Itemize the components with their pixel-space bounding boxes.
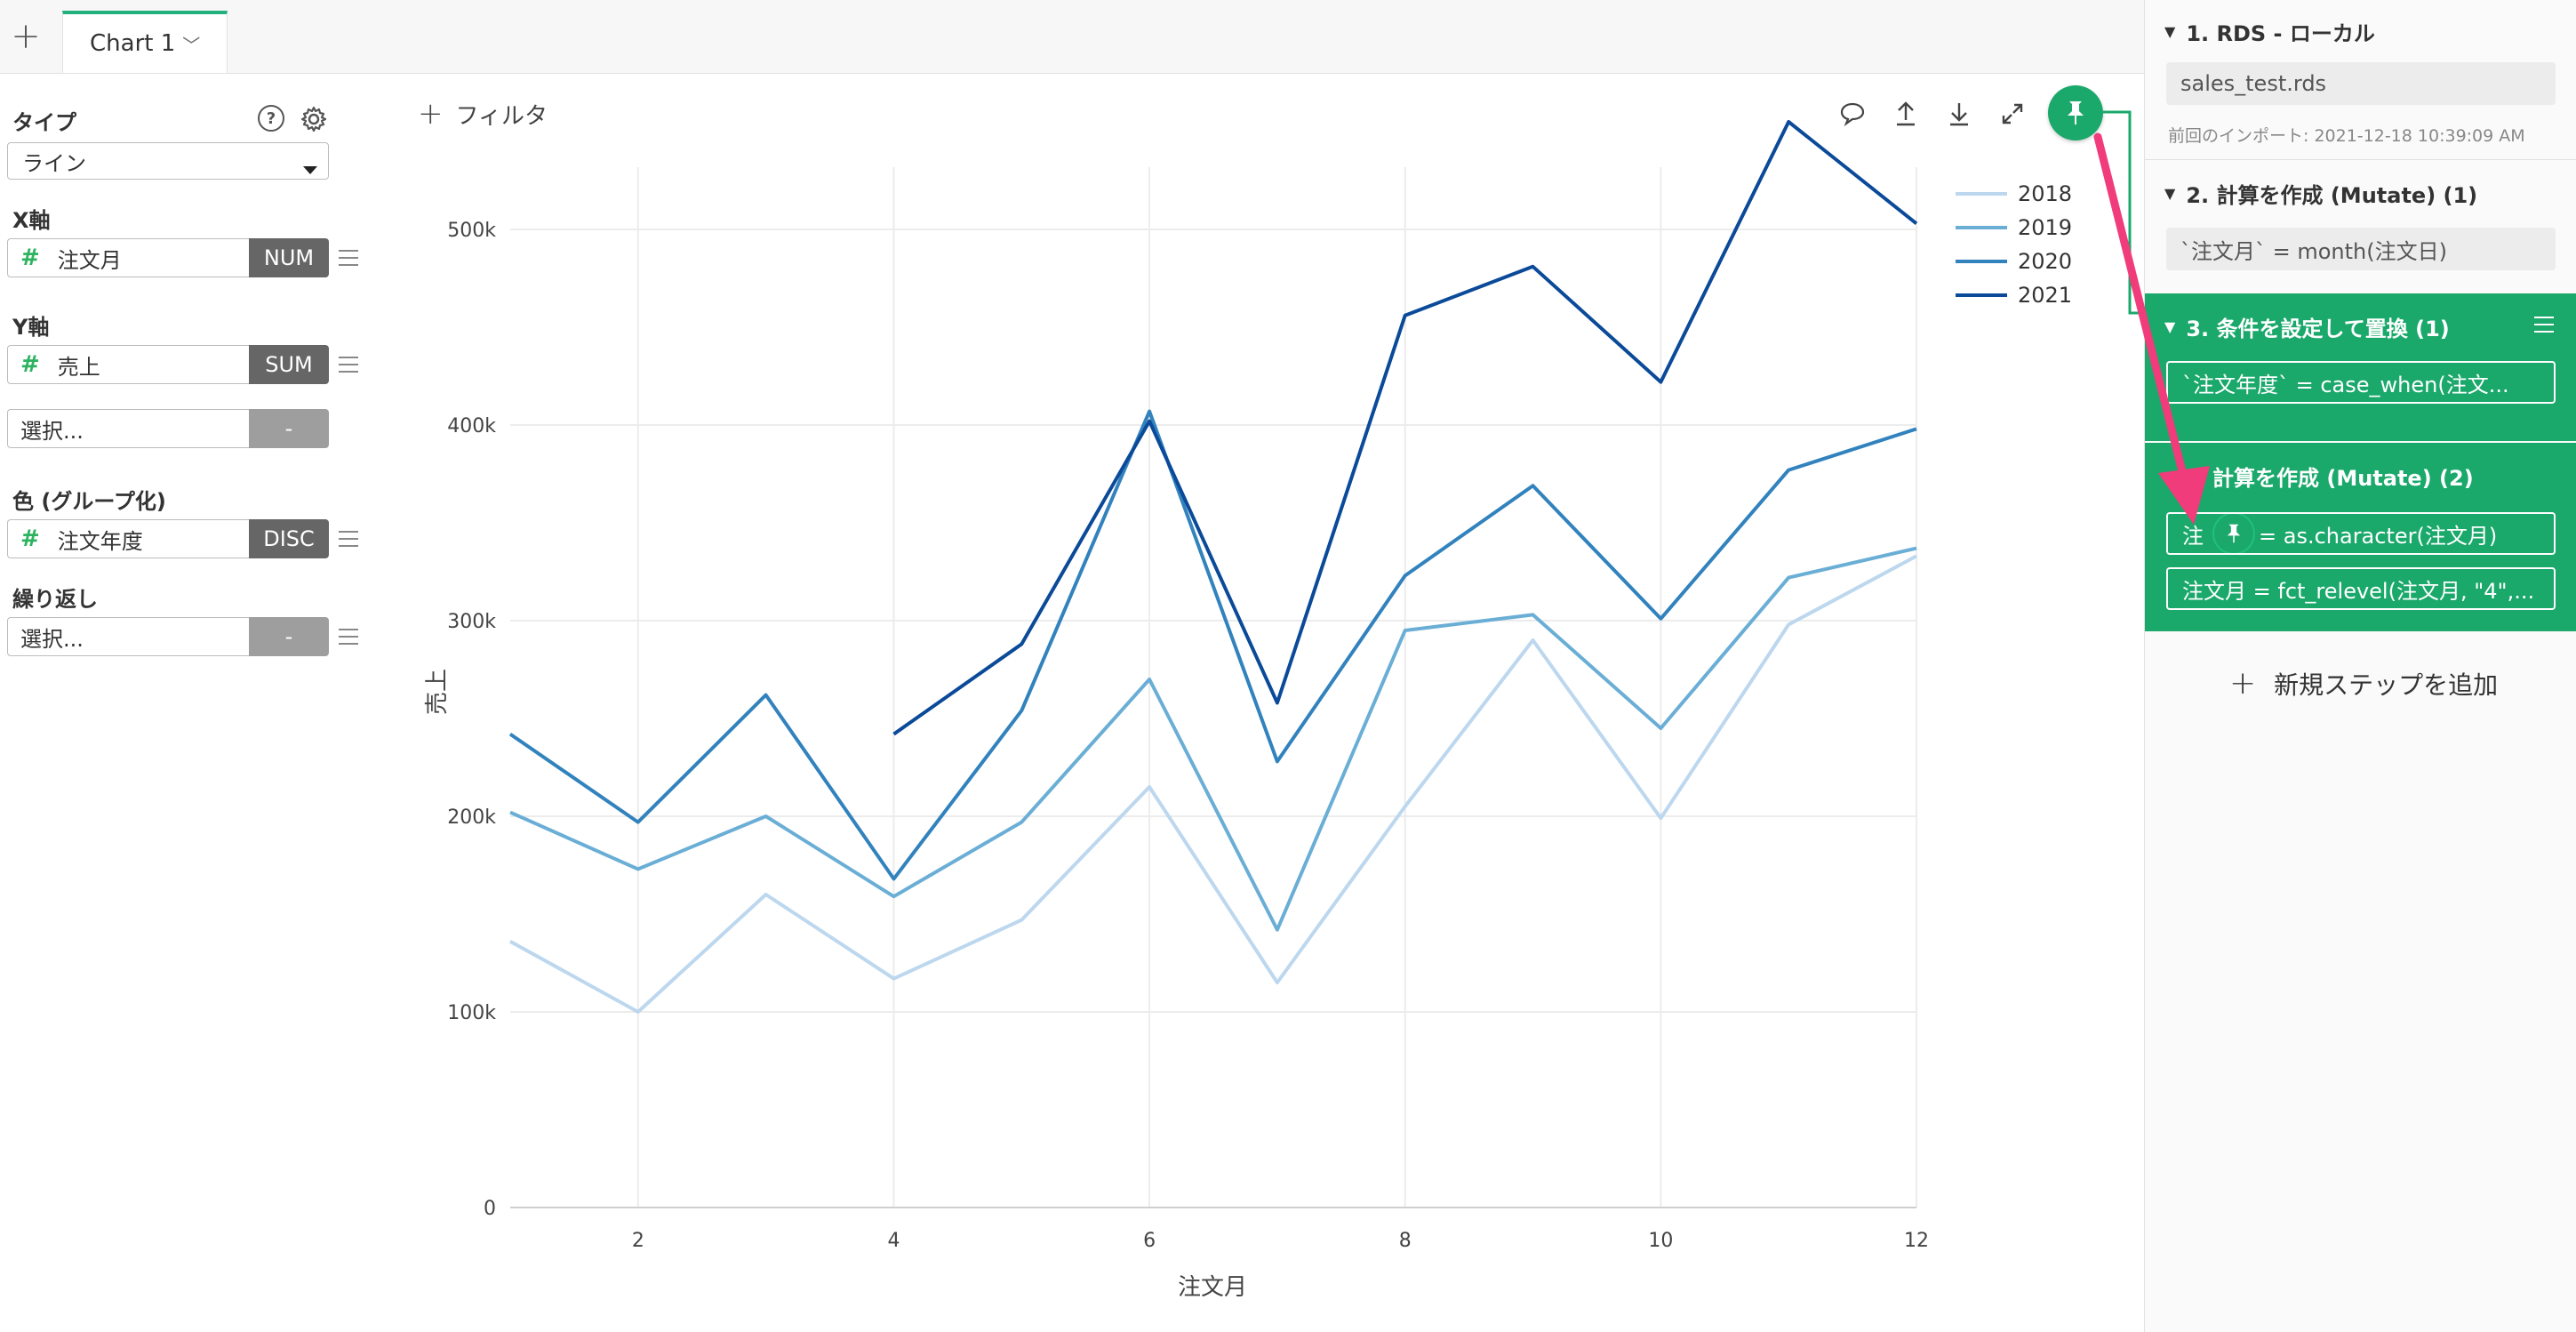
- download-icon[interactable]: [1941, 96, 1977, 132]
- x-tick-label: 12: [1904, 1230, 1929, 1252]
- add-step-label: 新規ステップを追加: [2274, 670, 2499, 700]
- chart-type-select[interactable]: ライン: [7, 142, 329, 180]
- step-1-title: 1. RDS - ローカル: [2186, 21, 2375, 46]
- color-group-label: 色 (グループ化): [12, 489, 166, 514]
- chevron-down-icon[interactable]: ﹀: [182, 34, 201, 56]
- step-4[interactable]: 計算を作成 (Mutate) (2) 注 = as.character(注文月)…: [2145, 443, 2576, 631]
- chart-grid: [510, 167, 1917, 1208]
- y-axis-title: 売上: [424, 669, 451, 715]
- series-line-2019: [509, 546, 1917, 932]
- y-tick-label: 300k: [447, 611, 496, 633]
- x-tick-label: 8: [1399, 1230, 1412, 1252]
- chart-series: [508, 120, 1918, 1014]
- y-tick-label: 500k: [447, 220, 496, 242]
- numeric-type-icon: #: [20, 351, 40, 378]
- series-line-2018: [509, 554, 1917, 1014]
- pin-icon: [2214, 514, 2253, 553]
- steps-panel: ▼ 1. RDS - ローカル sales_test.rds 前回のインポート:…: [2144, 0, 2576, 1332]
- gear-icon[interactable]: [299, 104, 329, 134]
- repeat-label: 繰り返し: [12, 587, 98, 612]
- add-tab-button[interactable]: +: [11, 16, 41, 57]
- numeric-type-icon: #: [20, 245, 40, 271]
- repeat-placeholder: 選択...: [20, 626, 84, 652]
- drag-handle-icon[interactable]: [339, 531, 358, 547]
- y-axis-field[interactable]: # 売上 SUM: [7, 345, 329, 384]
- x-tick-label: 2: [632, 1230, 644, 1252]
- plus-icon: +: [418, 96, 444, 132]
- y-tick-label: 400k: [447, 415, 496, 437]
- chart-type-label: タイプ: [12, 110, 76, 135]
- collapse-triangle-icon[interactable]: ▼: [2164, 23, 2176, 40]
- y-axis-second-tag[interactable]: -: [249, 409, 329, 448]
- upload-icon[interactable]: [1888, 96, 1924, 132]
- drag-handle-icon[interactable]: [339, 357, 358, 373]
- x-axis-aggregation-tag[interactable]: NUM: [249, 238, 329, 277]
- tab-bar: [0, 0, 2144, 74]
- chart-legend: 2018 2019 2020 2021: [1956, 181, 2072, 308]
- step-3-title: 3. 条件を設定して置換 (1): [2186, 317, 2450, 341]
- x-axis-field[interactable]: # 注文月 NUM: [7, 238, 329, 277]
- repeat-field[interactable]: 選択... -: [7, 617, 329, 656]
- y-tick-label: 100k: [447, 1002, 496, 1024]
- y-axis-second-field[interactable]: 選択... -: [7, 409, 329, 448]
- y-axis-label: Y軸: [12, 315, 50, 340]
- step-4-command-2[interactable]: 注文月 = fct_relevel(注文月, "4",...: [2166, 567, 2556, 610]
- x-axis-label: X軸: [12, 208, 51, 233]
- step-2[interactable]: ▼ 2. 計算を作成 (Mutate) (1) `注文月` = month(注文…: [2145, 160, 2576, 293]
- comment-icon[interactable]: [1835, 96, 1870, 132]
- color-field-name: 注文年度: [57, 528, 143, 554]
- expand-icon[interactable]: [1995, 96, 2030, 132]
- chart-axes: 0 100k 200k 300k 400k 500k 2 4 6 8 10 12: [447, 220, 1929, 1252]
- chart-type-value: ライン: [22, 150, 86, 176]
- add-filter-button[interactable]: + フィルタ: [418, 96, 548, 132]
- x-tick-label: 4: [887, 1230, 900, 1252]
- step-1[interactable]: ▼ 1. RDS - ローカル sales_test.rds 前回のインポート:…: [2145, 0, 2576, 160]
- collapse-triangle-icon[interactable]: ▼: [2164, 185, 2176, 202]
- repeat-field-tag[interactable]: -: [249, 617, 329, 656]
- x-tick-label: 10: [1648, 1230, 1673, 1252]
- x-axis-field-name: 注文月: [57, 247, 122, 273]
- step-3[interactable]: ▼ 3. 条件を設定して置換 (1) `注文年度` = case_when(注文…: [2145, 293, 2576, 441]
- step-menu-icon[interactable]: [2534, 317, 2554, 333]
- x-axis-title: 注文月: [1178, 1274, 1247, 1301]
- legend-label-2021: 2021: [2018, 283, 2072, 308]
- color-field[interactable]: # 注文年度 DISC: [7, 519, 329, 558]
- color-field-tag[interactable]: DISC: [249, 519, 329, 558]
- collapse-triangle-icon[interactable]: ▼: [2164, 318, 2176, 335]
- legend-label-2018: 2018: [2018, 181, 2072, 206]
- help-icon[interactable]: ?: [258, 105, 284, 132]
- legend-label-2019: 2019: [2018, 215, 2072, 240]
- y-axis-second-placeholder: 選択...: [20, 418, 84, 444]
- y-tick-label: 200k: [447, 806, 496, 829]
- pin-button[interactable]: [2048, 85, 2103, 140]
- y-axis-aggregation-tag[interactable]: SUM: [249, 345, 329, 384]
- numeric-type-icon: #: [20, 526, 40, 552]
- y-tick-label: 0: [484, 1198, 496, 1220]
- step-2-command[interactable]: `注文月` = month(注文日): [2166, 228, 2556, 270]
- step-4-title: 計算を作成 (Mutate) (2): [2212, 466, 2474, 491]
- add-step-button[interactable]: + 新規ステップを追加: [2229, 665, 2498, 702]
- plus-icon: +: [2229, 665, 2257, 702]
- series-line-2021: [892, 120, 1918, 736]
- annotation-arrow: [2093, 132, 2210, 525]
- legend-label-2020: 2020: [2018, 249, 2072, 274]
- series-line-2020: [508, 409, 1917, 881]
- last-import-note: 前回のインポート: 2021-12-18 10:39:09 AM: [2168, 126, 2525, 146]
- tab-chart-1[interactable]: Chart 1 ﹀: [62, 11, 228, 73]
- drag-handle-icon[interactable]: [339, 629, 358, 645]
- drag-handle-icon[interactable]: [339, 250, 358, 266]
- step-2-title: 2. 計算を作成 (Mutate) (1): [2186, 183, 2478, 208]
- tab-label: Chart 1: [90, 30, 176, 57]
- step-1-command[interactable]: sales_test.rds: [2166, 62, 2556, 105]
- step-3-command[interactable]: `注文年度` = case_when(注文...: [2166, 361, 2556, 404]
- x-tick-label: 6: [1143, 1230, 1156, 1252]
- step-4-command-1[interactable]: 注 = as.character(注文月): [2166, 512, 2556, 555]
- caret-down-icon: [303, 156, 317, 181]
- filter-label: フィルタ: [455, 102, 548, 130]
- y-axis-field-name: 売上: [57, 354, 100, 380]
